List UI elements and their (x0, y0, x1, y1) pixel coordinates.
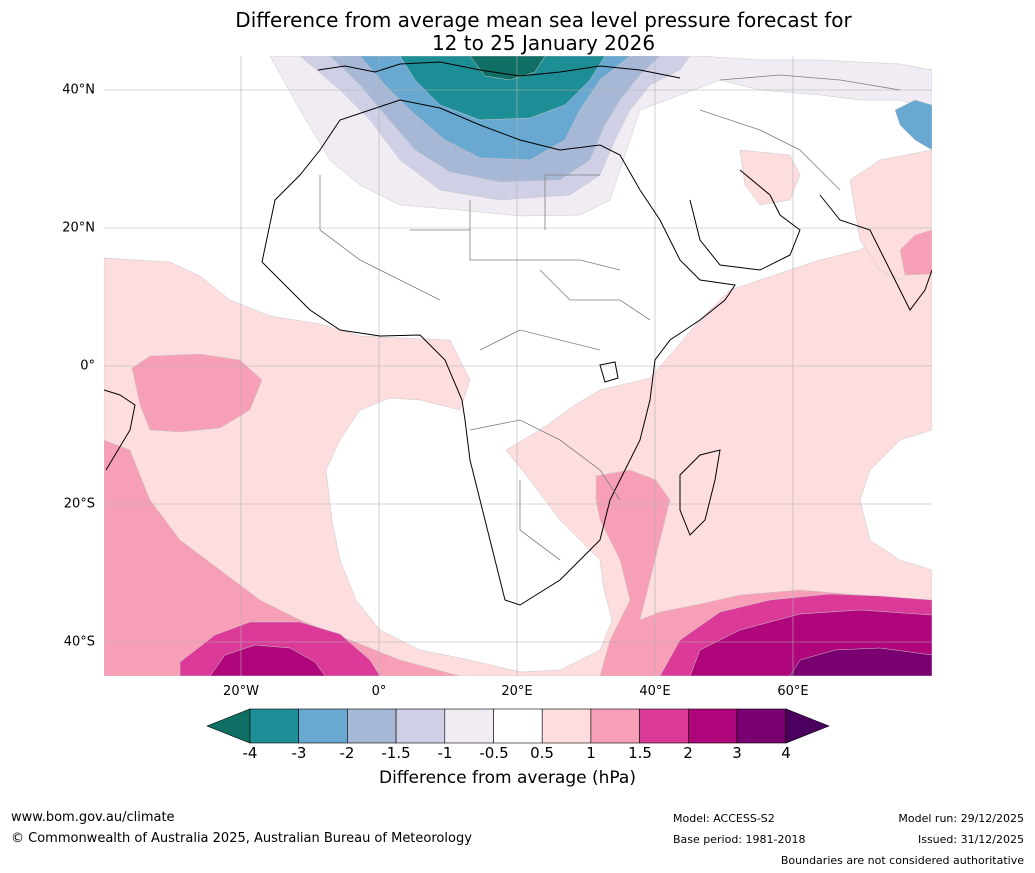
anomaly-area-asia-negative (894, 99, 932, 151)
colorbar-tick: -3 (291, 744, 307, 762)
anomaly-area-3-to-4-indian (789, 647, 932, 676)
lon-label: 20°W (223, 684, 259, 699)
colorbar-segment (444, 708, 494, 744)
anomaly-area-1-to-1.5-atlantic (131, 353, 263, 433)
colorbar-segment (347, 708, 397, 744)
country-borders (319, 74, 901, 561)
lat-label: 20°S (63, 496, 95, 512)
title-line-2: 12 to 25 January 2026 (431, 31, 656, 55)
colorbar-segment (590, 708, 640, 744)
colorbar-segment (249, 708, 300, 744)
colorbar-extend-high (785, 708, 830, 744)
footer-boundaries-note: Boundaries are not considered authoritat… (780, 854, 1024, 867)
colorbar-tick: -1 (437, 744, 453, 762)
colorbar-tick: -0.5 (479, 744, 509, 762)
colorbar-tick: -2 (339, 744, 355, 762)
lat-label: 40°S (63, 634, 95, 650)
lat-label: 20°N (62, 220, 95, 236)
colorbar (206, 708, 830, 744)
colorbar-segment (687, 708, 738, 744)
map-area (104, 56, 932, 676)
colorbar-tick: 3 (732, 744, 742, 762)
colorbar-segment (298, 708, 348, 744)
colorbar-segment (639, 708, 689, 744)
lon-label: 60°E (777, 684, 809, 699)
colorbar-tick: -4 (242, 744, 258, 762)
footer-copyright: © Commonwealth of Australia 2025, Austra… (11, 831, 472, 846)
colorbar-extend-low (206, 708, 251, 744)
footer-model-run: Model run: 29/12/2025 (898, 812, 1024, 825)
title-line-1: Difference from average mean sea level p… (235, 8, 852, 32)
colorbar-tick: 1 (586, 744, 596, 762)
colorbar-segment (395, 708, 446, 744)
footer-base-period: Base period: 1981-2018 (673, 833, 806, 846)
anomaly-area-0.5-to-1 (104, 209, 932, 676)
anomaly-area-1-to-1.5-south (104, 439, 461, 676)
colorbar-label: Difference from average (hPa) (379, 768, 636, 788)
colorbar-tick: 2 (683, 744, 693, 762)
anomaly-area-0.5-to-1-arabian (739, 149, 801, 206)
footer-website-link[interactable]: www.bom.gov.au/climate (11, 810, 175, 825)
anomaly-area-2-to-3-south-atlantic (209, 644, 326, 676)
coastlines (104, 61, 932, 606)
colorbar-segment (736, 708, 787, 744)
colorbar-tick: 4 (781, 744, 791, 762)
lon-label: 40°E (639, 684, 671, 699)
colorbar-segment (493, 708, 543, 744)
anomaly-area-minus-3-to-minus-4 (399, 56, 606, 121)
lat-label: 40°N (62, 82, 95, 98)
footer-model: Model: ACCESS-S2 (673, 812, 775, 825)
colorbar-tick: 1.5 (628, 744, 652, 762)
lon-label: 0° (371, 684, 387, 699)
colorbar-tick: 0.5 (530, 744, 554, 762)
anomaly-area-1-to-1.5-india (899, 229, 932, 276)
graticule (104, 56, 932, 676)
lat-label: 0° (80, 358, 95, 374)
footer-issued: Issued: 31/12/2025 (917, 833, 1024, 846)
colorbar-tick: -1.5 (381, 744, 411, 762)
colorbar-segment (541, 708, 592, 744)
map-title: Difference from average mean sea level p… (0, 9, 1035, 55)
lon-label: 20°E (501, 684, 533, 699)
